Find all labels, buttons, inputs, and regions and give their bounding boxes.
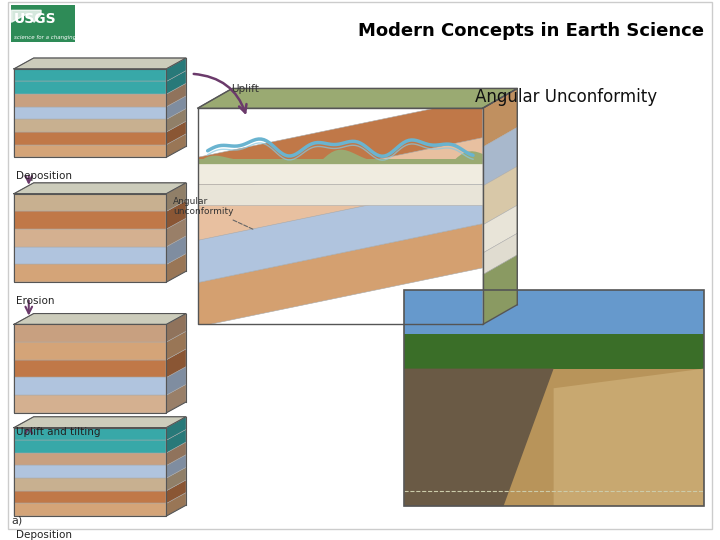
Polygon shape <box>166 183 186 211</box>
Polygon shape <box>483 205 517 253</box>
Polygon shape <box>14 453 166 465</box>
Text: Modern Concepts in Earth Science: Modern Concepts in Earth Science <box>358 22 704 39</box>
Polygon shape <box>554 369 704 506</box>
Polygon shape <box>166 121 186 145</box>
Polygon shape <box>166 467 186 491</box>
Polygon shape <box>14 503 166 516</box>
Polygon shape <box>404 290 704 349</box>
Polygon shape <box>166 134 186 157</box>
Polygon shape <box>166 442 186 465</box>
Polygon shape <box>14 491 166 503</box>
Polygon shape <box>483 166 517 225</box>
Polygon shape <box>14 194 166 211</box>
Polygon shape <box>198 224 483 327</box>
Polygon shape <box>198 184 483 205</box>
Polygon shape <box>166 200 186 229</box>
Text: Erosion: Erosion <box>16 296 55 306</box>
Polygon shape <box>166 367 186 395</box>
Polygon shape <box>404 369 554 506</box>
Polygon shape <box>483 127 517 186</box>
Polygon shape <box>166 417 186 440</box>
Polygon shape <box>14 314 186 325</box>
Polygon shape <box>166 349 186 377</box>
Text: Angular
unconformity: Angular unconformity <box>174 197 254 230</box>
Polygon shape <box>166 455 186 478</box>
Polygon shape <box>14 247 166 265</box>
Polygon shape <box>166 96 186 119</box>
Polygon shape <box>404 369 704 506</box>
Polygon shape <box>166 331 186 360</box>
Polygon shape <box>166 492 186 516</box>
Polygon shape <box>483 233 517 275</box>
Polygon shape <box>404 334 704 388</box>
Polygon shape <box>14 342 166 360</box>
Polygon shape <box>14 69 166 82</box>
Polygon shape <box>198 162 483 184</box>
Polygon shape <box>14 211 166 229</box>
Text: Uplift and tilting: Uplift and tilting <box>16 427 101 436</box>
Polygon shape <box>14 478 166 491</box>
Polygon shape <box>166 109 186 132</box>
Polygon shape <box>198 98 483 197</box>
Polygon shape <box>166 384 186 413</box>
Polygon shape <box>14 119 166 132</box>
Polygon shape <box>14 395 166 413</box>
Polygon shape <box>14 465 166 478</box>
Polygon shape <box>166 71 186 94</box>
Polygon shape <box>166 429 186 453</box>
Polygon shape <box>14 145 166 157</box>
Polygon shape <box>14 440 166 453</box>
Polygon shape <box>166 83 186 107</box>
Polygon shape <box>14 265 166 282</box>
Polygon shape <box>198 137 483 240</box>
Polygon shape <box>166 236 186 265</box>
Polygon shape <box>166 58 186 82</box>
Polygon shape <box>14 183 186 194</box>
Polygon shape <box>14 325 166 342</box>
Text: USGS: USGS <box>14 12 57 26</box>
Polygon shape <box>14 107 166 119</box>
Text: science for a changing world: science for a changing world <box>14 36 93 40</box>
Text: Deposition: Deposition <box>16 530 72 540</box>
Polygon shape <box>198 89 517 108</box>
Polygon shape <box>166 254 186 282</box>
Polygon shape <box>14 132 166 145</box>
Text: Deposition: Deposition <box>16 171 72 181</box>
Polygon shape <box>14 58 186 69</box>
Polygon shape <box>166 314 186 342</box>
Polygon shape <box>483 89 517 147</box>
Polygon shape <box>14 94 166 107</box>
Text: a): a) <box>11 516 22 526</box>
Polygon shape <box>14 82 166 94</box>
Polygon shape <box>198 179 483 282</box>
Polygon shape <box>14 360 166 377</box>
Polygon shape <box>14 229 166 247</box>
Text: Angular Unconformity: Angular Unconformity <box>475 89 657 106</box>
Polygon shape <box>14 377 166 395</box>
Polygon shape <box>166 480 186 503</box>
Polygon shape <box>483 255 517 325</box>
Polygon shape <box>14 428 166 440</box>
Polygon shape <box>198 159 483 164</box>
Polygon shape <box>198 150 483 164</box>
Text: Uplift: Uplift <box>231 84 259 93</box>
Polygon shape <box>14 417 186 428</box>
FancyBboxPatch shape <box>11 5 75 42</box>
Polygon shape <box>166 218 186 247</box>
